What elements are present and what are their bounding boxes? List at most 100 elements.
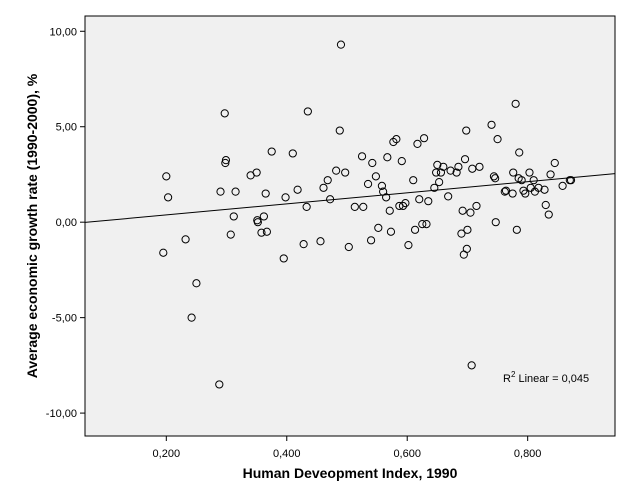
y-axis-title: Average economic growth rate (1990-2000)… — [24, 73, 40, 378]
data-point — [467, 361, 476, 370]
data-point — [253, 218, 262, 227]
data-point — [540, 185, 549, 194]
data-point — [508, 189, 517, 198]
y-tick-label: 0,00 — [56, 217, 77, 229]
data-point — [281, 193, 290, 202]
data-point — [332, 166, 341, 175]
data-point — [515, 148, 524, 157]
data-point — [344, 242, 353, 252]
data-point — [558, 181, 567, 191]
data-point — [512, 225, 521, 234]
data-point — [415, 195, 424, 204]
data-point — [335, 126, 344, 135]
y-tick-label: 10,00 — [49, 26, 77, 38]
data-point — [511, 99, 520, 108]
r2-prefix: R — [503, 373, 511, 385]
x-tick-label: 0,200 — [153, 448, 181, 460]
y-tick-label: -5,00 — [52, 313, 77, 325]
data-point — [323, 176, 332, 185]
data-point — [452, 168, 461, 177]
data-point — [293, 185, 302, 194]
data-point — [385, 206, 394, 215]
data-point — [392, 135, 401, 144]
x-axis-title: Human Deveopment Index, 1990 — [243, 465, 458, 481]
x-tick-label: 0,400 — [273, 448, 301, 460]
data-point — [457, 229, 466, 238]
data-point — [444, 192, 453, 201]
data-point — [252, 168, 261, 177]
data-point — [187, 313, 196, 322]
data-point — [422, 219, 431, 229]
data-point — [383, 153, 392, 162]
data-point — [401, 198, 410, 208]
data-point — [462, 244, 471, 254]
data-point — [404, 240, 413, 250]
data-point — [316, 237, 325, 246]
data-point — [261, 189, 270, 198]
data-point — [341, 168, 350, 177]
data-point — [215, 380, 224, 389]
plot-area — [84, 15, 616, 437]
data-point — [517, 176, 526, 185]
data-point — [231, 187, 240, 196]
data-point — [430, 183, 439, 192]
data-point — [544, 210, 553, 219]
data-point — [493, 135, 502, 144]
data-point — [525, 168, 534, 177]
data-point — [257, 228, 266, 237]
data-point — [371, 172, 380, 181]
data-point — [419, 134, 429, 143]
x-tick-label: 0,800 — [514, 448, 542, 460]
data-point — [389, 137, 398, 147]
data-point — [357, 152, 367, 161]
data-point — [409, 176, 418, 185]
data-point — [299, 240, 308, 249]
plot-frame — [84, 15, 616, 437]
data-point — [432, 168, 441, 177]
data-point — [398, 201, 408, 211]
data-point — [267, 147, 276, 156]
y-tick-label: 5,00 — [56, 122, 77, 134]
data-point — [509, 168, 518, 177]
data-point — [216, 187, 225, 196]
data-point — [397, 156, 406, 166]
data-point — [303, 107, 312, 116]
data-point — [446, 166, 455, 175]
data-point — [159, 248, 168, 257]
r-squared-annotation: R2 Linear = 0,045 — [503, 370, 589, 385]
y-tick-label: -10,00 — [46, 408, 77, 420]
r2-superscript: 2 — [511, 370, 516, 379]
data-point — [435, 177, 444, 187]
data-point — [162, 172, 171, 181]
data-point — [433, 160, 442, 170]
data-point — [418, 219, 427, 229]
data-point — [262, 227, 271, 236]
data-point — [319, 183, 328, 192]
data-point — [458, 206, 467, 215]
fit-line — [84, 173, 616, 223]
data-point — [368, 158, 377, 168]
data-point — [413, 139, 422, 149]
data-point — [221, 158, 230, 168]
data-point — [386, 227, 396, 236]
data-point — [288, 149, 297, 158]
data-point — [326, 195, 335, 204]
data-point — [541, 200, 550, 210]
data-point — [521, 189, 530, 198]
data-point — [410, 225, 420, 234]
data-point — [259, 212, 268, 221]
data-point — [359, 202, 368, 212]
data-point — [491, 218, 500, 227]
data-point — [424, 197, 433, 206]
data-point — [546, 170, 555, 179]
data-point — [566, 176, 576, 185]
data-point — [220, 109, 229, 118]
data-point — [463, 225, 472, 234]
data-point — [466, 208, 475, 217]
data-point — [436, 168, 446, 177]
data-point — [460, 155, 470, 164]
data-point — [226, 230, 235, 239]
data-point — [489, 172, 499, 181]
data-point — [229, 212, 238, 221]
